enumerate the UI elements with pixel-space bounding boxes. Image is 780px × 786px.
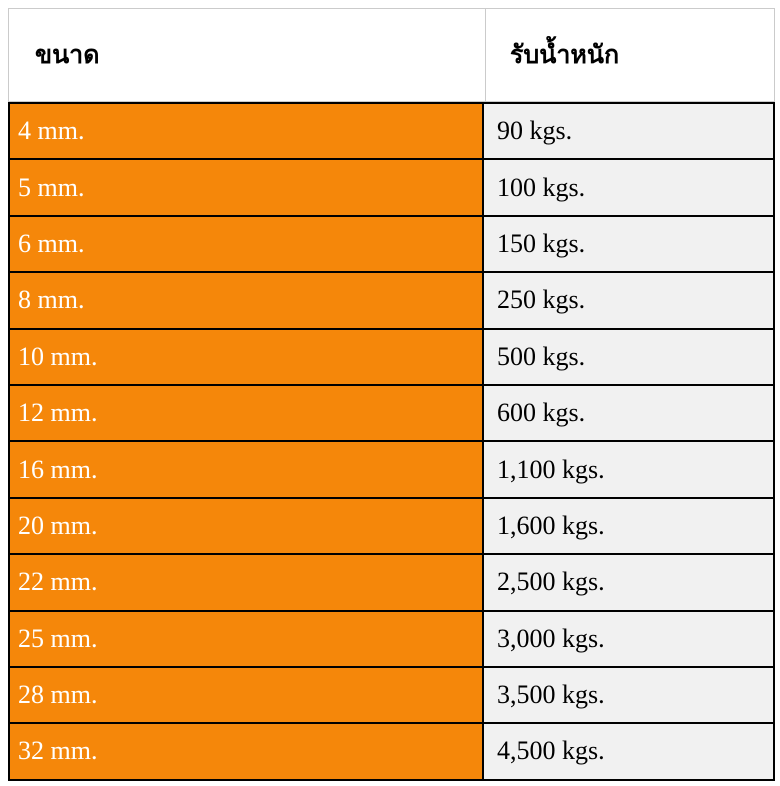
capacity-cell: 90 kgs. xyxy=(484,104,773,159)
size-cell: 16 mm. xyxy=(10,442,484,497)
capacity-cell: 1,600 kgs. xyxy=(484,498,773,554)
size-cell: 25 mm. xyxy=(10,611,484,666)
size-cell: 6 mm. xyxy=(10,216,484,272)
table-row: 4 mm. 90 kgs. xyxy=(10,104,773,161)
size-cell: 4 mm. xyxy=(10,104,484,159)
table-row: 8 mm. 250 kgs. xyxy=(10,273,773,330)
table-row: 28 mm. 3,500 kgs. xyxy=(10,667,773,725)
capacity-cell: 150 kgs. xyxy=(484,216,773,272)
size-cell: 12 mm. xyxy=(10,385,484,441)
header-capacity: รับน้ำหนัก xyxy=(510,41,620,69)
capacity-cell: 3,000 kgs. xyxy=(484,611,773,666)
table-row: 10 mm. 500 kgs. xyxy=(10,329,773,386)
capacity-cell: 2,500 kgs. xyxy=(484,555,773,610)
capacity-cell: 250 kgs. xyxy=(484,273,773,328)
table-row: 12 mm. 600 kgs. xyxy=(10,385,773,443)
capacity-cell: 3,500 kgs. xyxy=(484,667,773,723)
table-body: 4 mm. 90 kgs. 5 mm. 100 kgs. 6 mm. 150 k… xyxy=(8,102,775,781)
size-cell: 5 mm. xyxy=(10,160,484,215)
header-size: ขนาด xyxy=(9,9,486,101)
capacity-cell: 600 kgs. xyxy=(484,385,773,441)
table-row: 20 mm. 1,600 kgs. xyxy=(10,498,773,556)
size-cell: 22 mm. xyxy=(10,555,484,610)
table-row: 25 mm. 3,000 kgs. xyxy=(10,611,773,668)
table-row: 6 mm. 150 kgs. xyxy=(10,216,773,274)
size-cell: 32 mm. xyxy=(10,724,484,779)
size-cell: 10 mm. xyxy=(10,329,484,384)
table-row: 5 mm. 100 kgs. xyxy=(10,160,773,217)
size-cell: 20 mm. xyxy=(10,498,484,554)
table-row: 22 mm. 2,500 kgs. xyxy=(10,555,773,612)
table-row: 16 mm. 1,100 kgs. xyxy=(10,442,773,499)
size-cell: 8 mm. xyxy=(10,273,484,328)
capacity-cell: 100 kgs. xyxy=(484,160,773,215)
size-cell: 28 mm. xyxy=(10,667,484,723)
capacity-cell: 1,100 kgs. xyxy=(484,442,773,497)
table-row: 32 mm. 4,500 kgs. xyxy=(10,724,773,781)
capacity-cell: 4,500 kgs. xyxy=(484,724,773,779)
capacity-cell: 500 kgs. xyxy=(484,329,773,384)
load-capacity-table: ขนาด รับน้ำหนัก 4 mm. 90 kgs. 5 mm. 100 … xyxy=(8,8,775,781)
table-header-row: ขนาด รับน้ำหนัก xyxy=(8,8,775,102)
